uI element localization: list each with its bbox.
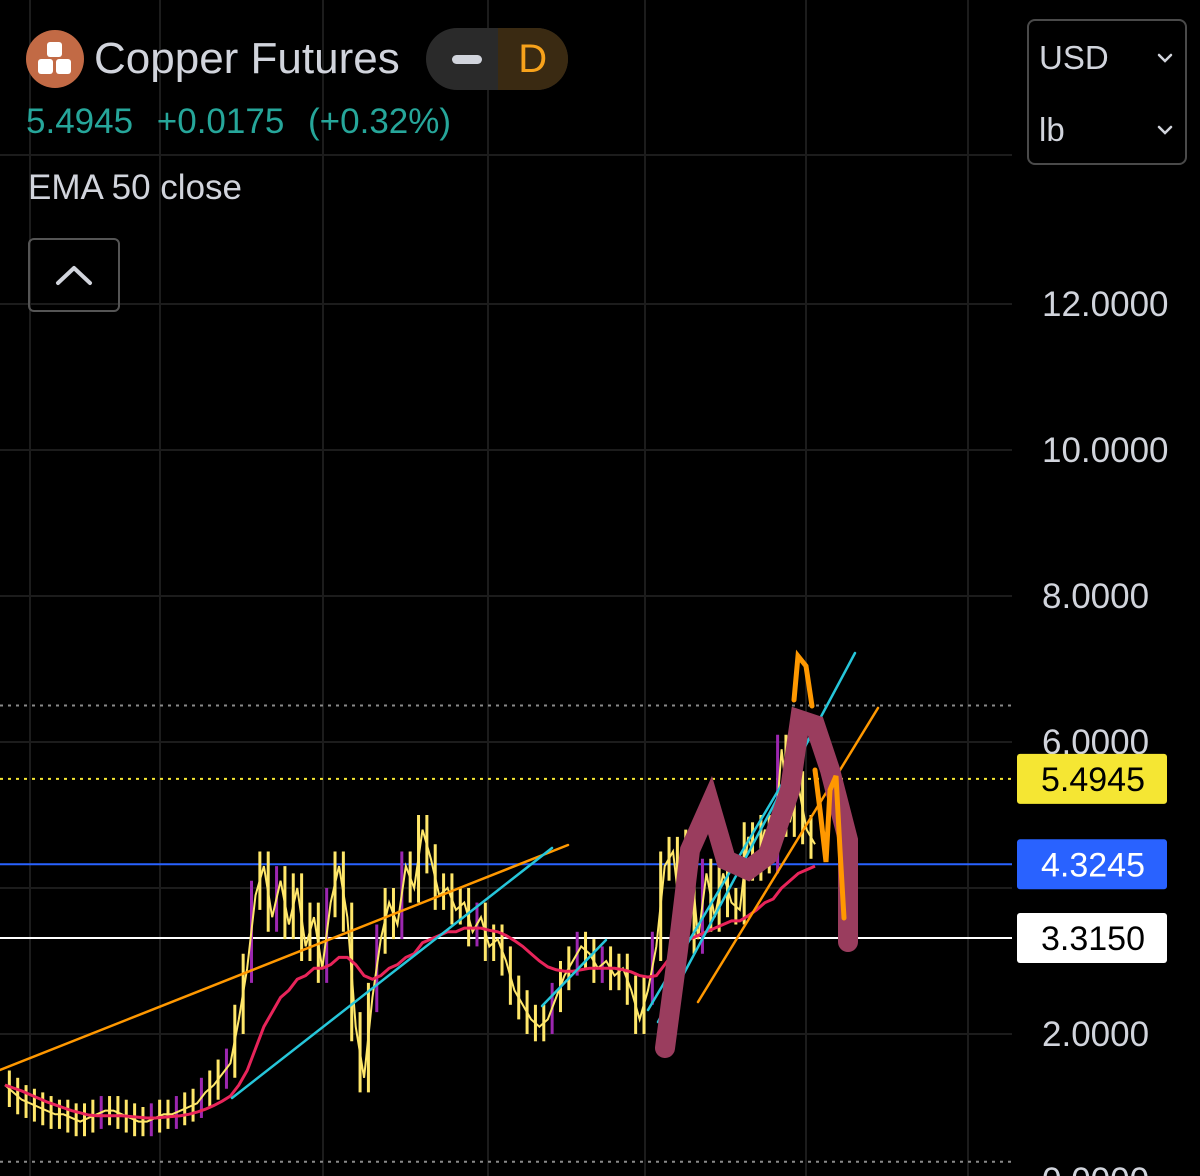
y-axis-tick: 2.0000 bbox=[1042, 1015, 1149, 1054]
trendline-cyan bbox=[656, 651, 857, 1024]
interval-label[interactable]: D bbox=[497, 28, 568, 90]
freehand-maroon-drawing bbox=[655, 706, 858, 1058]
trendline-cyan bbox=[540, 938, 608, 1008]
indicator-label[interactable]: EMA 50 close bbox=[28, 168, 242, 207]
chevron-down-icon bbox=[1157, 53, 1173, 63]
y-axis-tick: 0.0000 bbox=[1042, 1161, 1149, 1176]
minus-icon[interactable] bbox=[451, 55, 482, 64]
price-change-pct: (+0.32%) bbox=[308, 102, 452, 141]
collapse-button[interactable] bbox=[28, 238, 120, 312]
price-label-current-box bbox=[1017, 753, 1167, 804]
unit-selector[interactable]: USD lb bbox=[1027, 19, 1187, 165]
price-label-white: 3.3150 bbox=[1041, 920, 1145, 958]
chevron-up-icon bbox=[56, 266, 92, 285]
price-label-current: 5.4945 bbox=[1041, 761, 1145, 799]
currency-select[interactable]: USD bbox=[1039, 38, 1173, 78]
freehand-orange-drawing bbox=[791, 649, 815, 709]
y-axis-tick: 8.0000 bbox=[1042, 577, 1149, 616]
currency-value: USD bbox=[1039, 39, 1109, 76]
y-axis-tick: 12.0000 bbox=[1042, 285, 1169, 324]
trendline-orange bbox=[696, 706, 880, 1004]
price-change: +0.0175 bbox=[156, 102, 285, 141]
trendline-orange bbox=[0, 843, 570, 1072]
trendline-cyan bbox=[230, 846, 554, 1100]
price-label-white-box bbox=[1017, 913, 1167, 964]
unit-select[interactable]: lb bbox=[1039, 110, 1173, 150]
copper-logo-icon bbox=[26, 30, 84, 88]
unit-value: lb bbox=[1039, 111, 1065, 148]
y-axis-tick: 10.0000 bbox=[1042, 431, 1169, 470]
price-label-blue-box bbox=[1017, 839, 1167, 890]
interval-pill[interactable]: D bbox=[425, 28, 568, 90]
freehand-orange-drawing bbox=[812, 767, 847, 921]
last-price: 5.4945 bbox=[26, 102, 134, 141]
chart-header: Copper Futures D bbox=[26, 28, 568, 90]
chevron-down-icon bbox=[1157, 125, 1173, 135]
price-label-blue: 4.3245 bbox=[1041, 846, 1145, 884]
symbol-title[interactable]: Copper Futures bbox=[94, 34, 400, 83]
price-quote: 5.4945 +0.0175 (+0.32%) bbox=[26, 102, 451, 142]
